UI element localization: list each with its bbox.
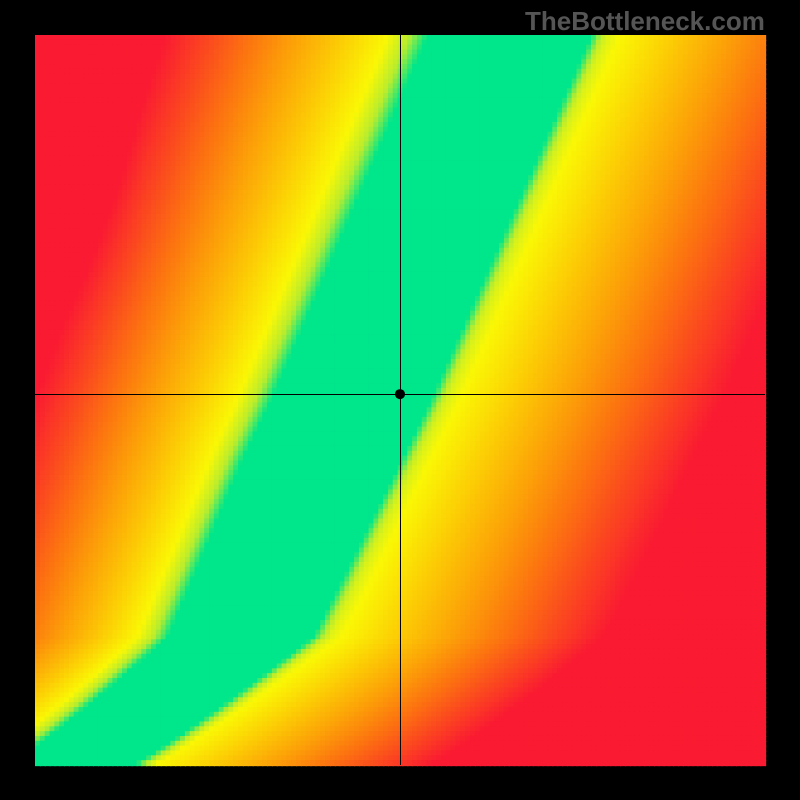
chart-container: TheBottleneck.com bbox=[0, 0, 800, 800]
watermark-text: TheBottleneck.com bbox=[525, 6, 765, 37]
bottleneck-heatmap bbox=[0, 0, 800, 800]
